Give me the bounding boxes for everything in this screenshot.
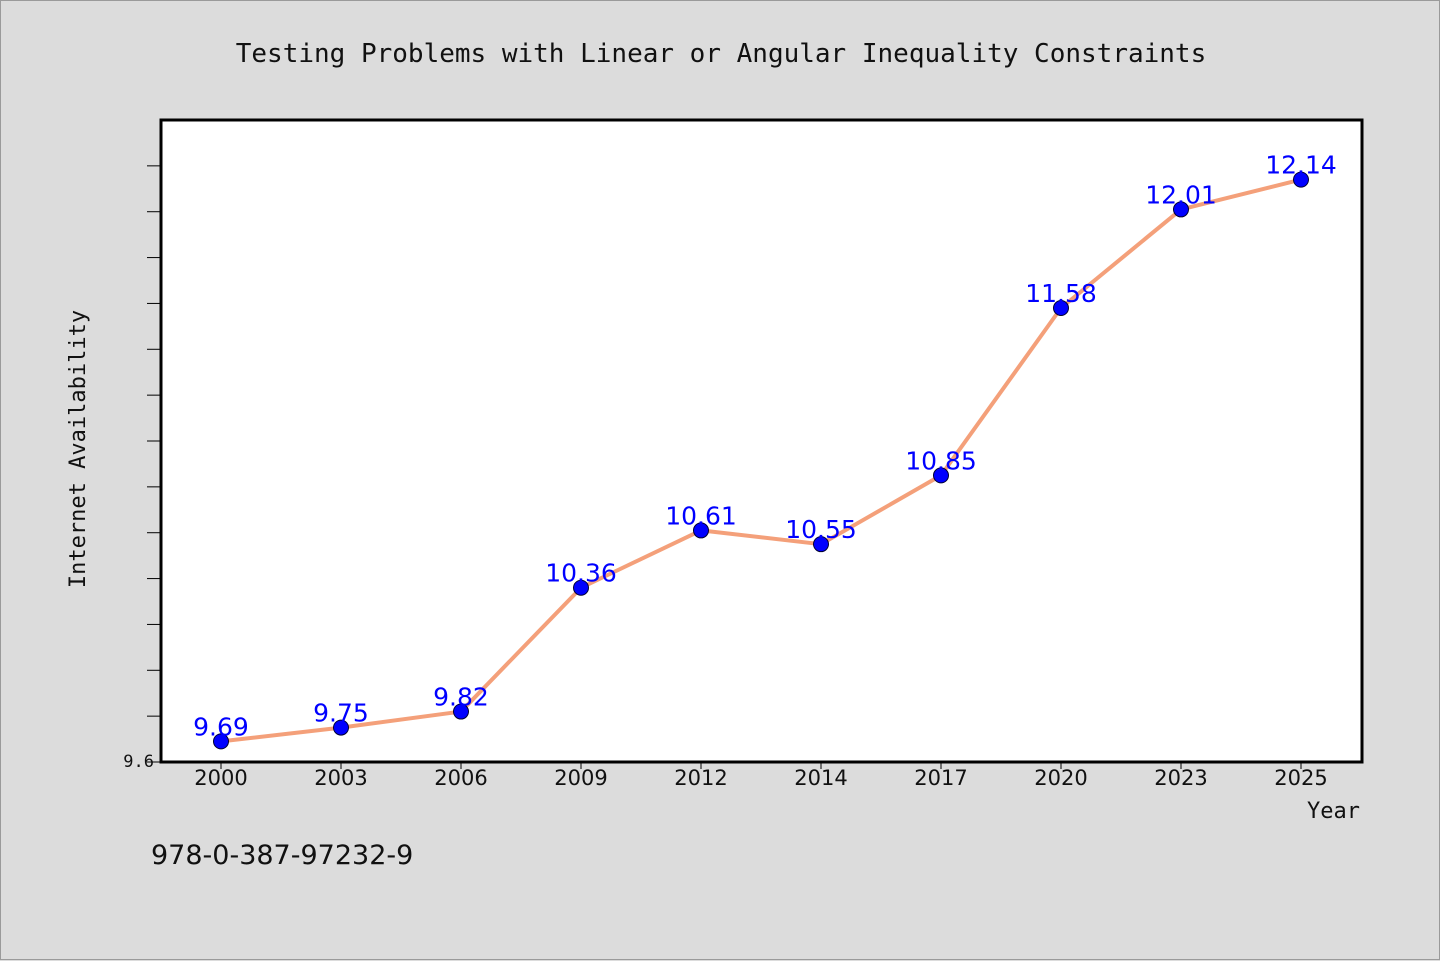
- data-point: [933, 467, 949, 484]
- chart-title: Testing Problems with Linear or Angular …: [236, 39, 1207, 69]
- data-label: 9.69: [193, 712, 249, 741]
- x-axis-ticks: 2000 2003 2006 2009 2012 2014 2017 2020 2023 2025: [194, 762, 1328, 790]
- y-tick-label: 9.6: [123, 752, 154, 772]
- data-series: 9.69 9.75 9.82 10.36 10.61 10.55 10.85 11.58 12.…: [193, 151, 1337, 750]
- x-tick-label: 2023: [1154, 766, 1207, 790]
- x-tick-label: 2006: [434, 766, 487, 790]
- data-point: [813, 536, 829, 553]
- data-point: [1293, 171, 1309, 188]
- x-tick-label: 2012: [674, 766, 727, 790]
- y-axis-ticks: [147, 165, 160, 763]
- data-point: [1053, 300, 1069, 317]
- data-label: 10.85: [905, 446, 977, 475]
- data-label: 12.14: [1265, 151, 1337, 180]
- data-label: 10.55: [785, 515, 857, 544]
- data-point: [333, 719, 349, 736]
- x-tick-label: 2003: [314, 766, 367, 790]
- series-line: [219, 177, 1303, 744]
- data-label: 11.58: [1025, 279, 1097, 308]
- x-tick-label: 2020: [1034, 766, 1087, 790]
- x-axis-label: Year: [1307, 799, 1360, 824]
- x-tick-label: 2000: [194, 766, 247, 790]
- data-point: [1173, 201, 1189, 218]
- x-tick-label: 2014: [794, 766, 847, 790]
- data-label: 12.01: [1145, 180, 1217, 209]
- y-axis-label: Internet Availability: [66, 310, 91, 588]
- data-label: 9.82: [433, 683, 489, 712]
- x-tick-label: 2025: [1274, 766, 1327, 790]
- data-label: 10.61: [665, 501, 737, 530]
- data-point: [693, 522, 709, 539]
- data-point: [453, 703, 469, 720]
- x-tick-label: 2017: [914, 766, 967, 790]
- data-point: [213, 733, 229, 750]
- x-tick-label: 2009: [554, 766, 607, 790]
- data-label: 10.36: [545, 559, 617, 588]
- isbn-text: 978-0-387-97232-9: [151, 840, 413, 871]
- data-point: [573, 579, 589, 596]
- data-label: 9.75: [313, 699, 369, 728]
